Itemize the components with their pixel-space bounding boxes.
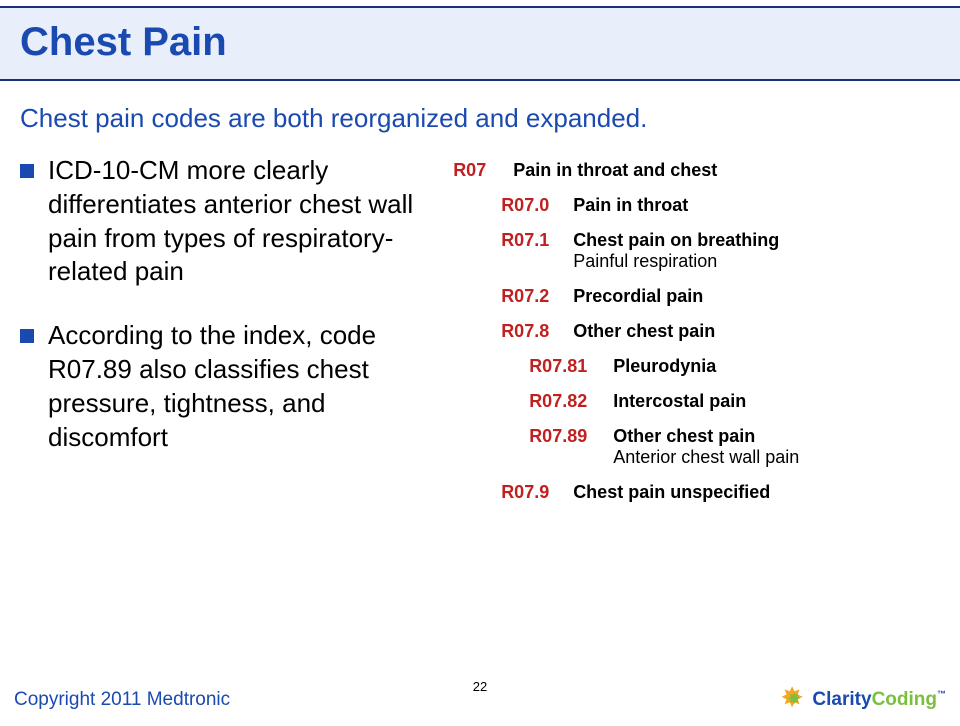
- slide-content: ICD-10-CM more clearly differentiates an…: [0, 144, 960, 517]
- bullet-text: ICD-10-CM more clearly differentiates an…: [48, 154, 423, 289]
- code-row: R07.1 Chest pain on breathing Painful re…: [453, 230, 940, 272]
- code-label: R07.9: [501, 482, 561, 503]
- code-desc: Precordial pain: [561, 286, 703, 307]
- code-label: R07.82: [529, 391, 601, 412]
- code-row: R07.89 Other chest pain Anterior chest w…: [453, 426, 940, 468]
- code-row: R07.81 Pleurodynia: [453, 356, 940, 377]
- code-desc: Chest pain on breathing Painful respirat…: [561, 230, 779, 272]
- code-row: R07.9 Chest pain unspecified: [453, 482, 940, 503]
- code-row: R07.8 Other chest pain: [453, 321, 940, 342]
- starburst-icon: [782, 687, 808, 713]
- logo-word-clarity: Clarity: [812, 689, 871, 710]
- code-desc: Chest pain unspecified: [561, 482, 770, 503]
- code-label: R07.2: [501, 286, 561, 307]
- code-desc-main: Chest pain on breathing: [573, 230, 779, 250]
- code-list-column: R07 Pain in throat and chest R07.0 Pain …: [443, 154, 940, 517]
- code-desc: Pain in throat: [561, 195, 688, 216]
- bullet-marker-icon: [20, 164, 34, 178]
- slide-subtitle: Chest pain codes are both reorganized an…: [0, 81, 960, 144]
- code-desc: Other chest pain: [561, 321, 715, 342]
- logo-trademark: ™: [937, 689, 946, 699]
- code-label: R07.1: [501, 230, 561, 272]
- code-row: R07 Pain in throat and chest: [453, 160, 940, 181]
- clarity-coding-logo: ClarityCoding™: [782, 687, 946, 713]
- code-label: R07: [453, 160, 501, 181]
- code-desc-sub: Anterior chest wall pain: [613, 447, 799, 468]
- code-desc: Intercostal pain: [601, 391, 746, 412]
- code-desc: Other chest pain Anterior chest wall pai…: [601, 426, 799, 468]
- code-desc: Pain in throat and chest: [501, 160, 717, 181]
- slide-header: Chest Pain: [0, 6, 960, 81]
- code-label: R07.89: [529, 426, 601, 468]
- bullet-marker-icon: [20, 329, 34, 343]
- slide-title: Chest Pain: [20, 20, 940, 65]
- bullets-column: ICD-10-CM more clearly differentiates an…: [20, 154, 443, 517]
- code-desc: Pleurodynia: [601, 356, 716, 377]
- code-desc-main: Other chest pain: [613, 426, 755, 446]
- code-desc-sub: Painful respiration: [573, 251, 779, 272]
- code-label: R07.8: [501, 321, 561, 342]
- logo-word-coding: Coding: [872, 689, 937, 710]
- code-label: R07.81: [529, 356, 601, 377]
- code-row: R07.2 Precordial pain: [453, 286, 940, 307]
- bullet-item: ICD-10-CM more clearly differentiates an…: [20, 154, 423, 289]
- code-label: R07.0: [501, 195, 561, 216]
- slide-footer: Copyright 2011 Medtronic ClarityCoding™: [0, 680, 960, 726]
- bullet-text: According to the index, code R07.89 also…: [48, 319, 423, 454]
- code-row: R07.82 Intercostal pain: [453, 391, 940, 412]
- code-row: R07.0 Pain in throat: [453, 195, 940, 216]
- copyright-text: Copyright 2011 Medtronic: [14, 689, 230, 711]
- bullet-item: According to the index, code R07.89 also…: [20, 319, 423, 454]
- logo-text: ClarityCoding™: [812, 689, 946, 711]
